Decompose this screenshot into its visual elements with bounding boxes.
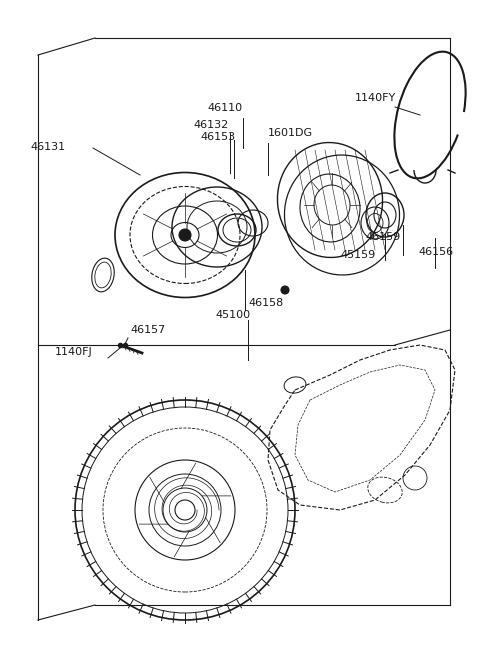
Text: 46153: 46153 <box>200 132 235 142</box>
Text: 1601DG: 1601DG <box>268 128 313 138</box>
Text: 46131: 46131 <box>30 142 65 152</box>
Text: 46110: 46110 <box>207 103 242 113</box>
Text: 45100: 45100 <box>215 310 250 320</box>
Circle shape <box>281 286 289 294</box>
Text: 46156: 46156 <box>418 247 453 257</box>
Text: 45159: 45159 <box>340 250 375 260</box>
Text: 46158: 46158 <box>248 298 283 308</box>
Text: 46157: 46157 <box>130 325 165 335</box>
Text: 1140FJ: 1140FJ <box>55 347 93 357</box>
Text: 46159: 46159 <box>365 232 400 242</box>
Text: 46132: 46132 <box>193 120 228 130</box>
Circle shape <box>179 229 191 241</box>
Text: 1140FY: 1140FY <box>355 93 396 103</box>
